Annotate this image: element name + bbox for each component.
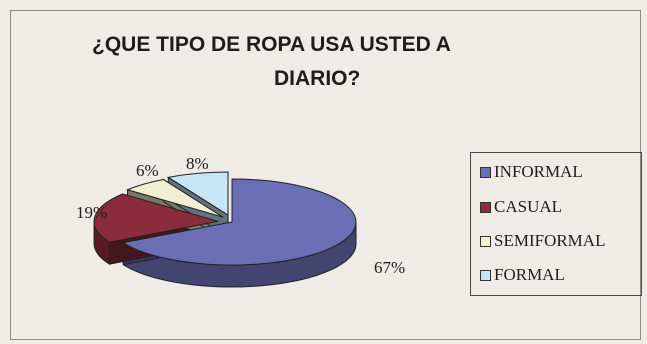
- legend-swatch-semiformal: [480, 235, 491, 247]
- pie-slice-formal: [166, 171, 229, 216]
- legend-label-casual: CASUAL: [494, 197, 563, 216]
- data-label-informal: 67%: [374, 258, 406, 277]
- chart-title-line-2: DIARIO?: [274, 67, 361, 90]
- chart-frame: [10, 10, 641, 340]
- legend-item-informal: INFORMAL: [480, 162, 583, 182]
- legend-item-casual: CASUAL: [480, 197, 562, 217]
- legend: INFORMAL CASUAL SEMIFORMAL FORMAL: [470, 152, 642, 296]
- data-label-semiformal: 6%: [136, 161, 159, 180]
- legend-label-semiformal: SEMIFORMAL: [494, 231, 606, 250]
- legend-label-formal: FORMAL: [494, 265, 565, 284]
- pie-slice-informal: [121, 178, 357, 266]
- data-label-formal: 8%: [186, 154, 209, 173]
- legend-swatch-informal: [480, 166, 491, 178]
- legend-label-informal: INFORMAL: [494, 162, 583, 181]
- legend-item-formal: FORMAL: [480, 265, 565, 285]
- legend-swatch-formal: [480, 269, 491, 281]
- pie-layer: [93, 171, 357, 288]
- pie-slice-casual: [93, 193, 219, 243]
- pie-slice-semiformal: [126, 178, 224, 218]
- legend-item-semiformal: SEMIFORMAL: [480, 231, 605, 251]
- legend-swatch-casual: [480, 201, 491, 213]
- data-label-casual: 19%: [76, 203, 108, 222]
- chart-title-line-1: ¿QUE TIPO DE ROPA USA USTED A: [92, 33, 451, 56]
